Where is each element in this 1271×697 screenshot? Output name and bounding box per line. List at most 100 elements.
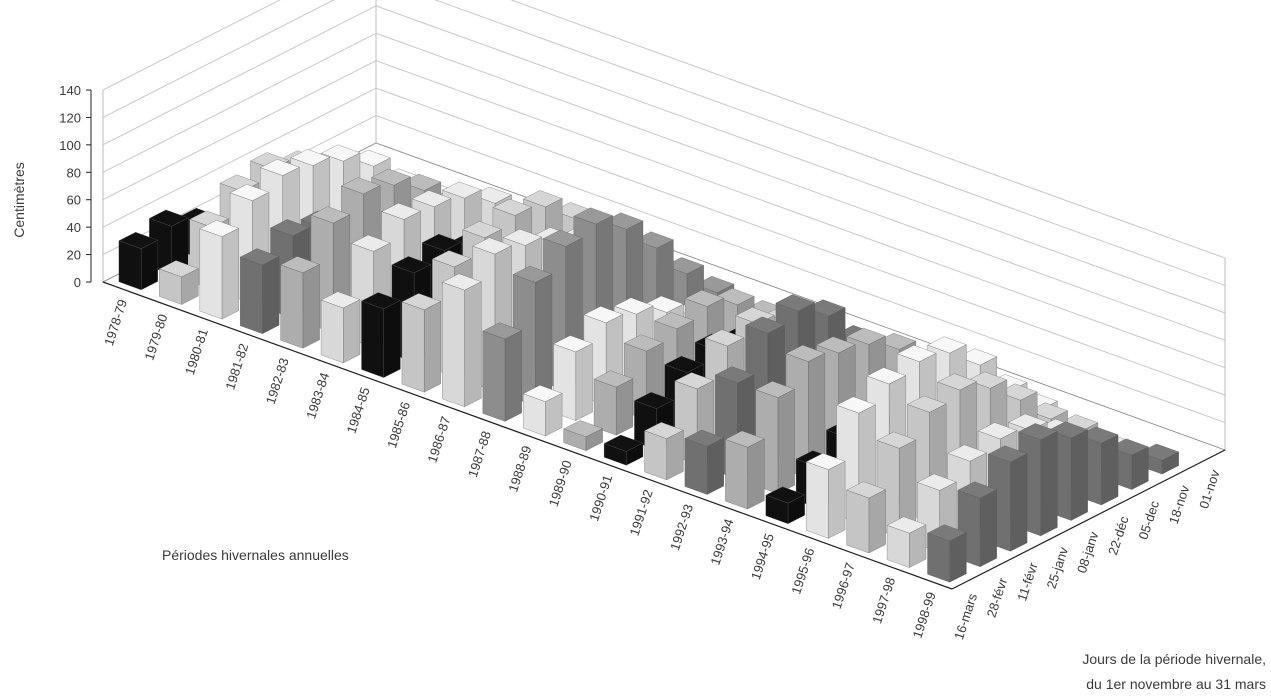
gridline-left-wall bbox=[102, 5, 377, 146]
gridline-back-wall bbox=[375, 87, 1226, 396]
bar-1981-82-16-mars bbox=[239, 248, 280, 334]
bar-front bbox=[442, 281, 465, 408]
period-tick-label: 1994-95 bbox=[748, 531, 777, 581]
bar-front bbox=[603, 443, 627, 466]
bar-1995-96-16-mars bbox=[805, 453, 846, 539]
bar-side bbox=[777, 388, 795, 494]
bar-front bbox=[593, 378, 617, 436]
bar-side bbox=[343, 299, 361, 364]
bar-1992-93-16-mars bbox=[684, 429, 725, 495]
bar-side bbox=[141, 239, 158, 291]
bar-front bbox=[320, 299, 344, 364]
bar-1978-79-16-mars bbox=[118, 232, 159, 291]
y-tick-label: 20 bbox=[67, 248, 81, 263]
bar-side bbox=[575, 343, 593, 421]
period-tick-label: 1983-84 bbox=[303, 371, 332, 421]
bar-side bbox=[221, 228, 239, 320]
period-axis-line bbox=[102, 281, 953, 590]
bar-1980-81-16-mars bbox=[199, 220, 240, 320]
bar-1991-92-16-mars bbox=[644, 422, 684, 481]
bar-side bbox=[262, 256, 280, 334]
back-wall-grid bbox=[102, 0, 1226, 451]
period-tick-label: 1987-88 bbox=[465, 429, 494, 479]
day-tick-label: 18-nov bbox=[1166, 483, 1193, 526]
bar-1987-88-16-mars bbox=[482, 322, 523, 422]
bar-1994-95-16-mars bbox=[765, 486, 806, 525]
bar-side bbox=[1101, 434, 1119, 506]
bar-1996-97-16-mars bbox=[846, 481, 886, 554]
bar-front bbox=[846, 489, 870, 554]
bar-1989-90-16-mars bbox=[563, 420, 603, 451]
y-tick-label: 100 bbox=[59, 138, 81, 153]
y-tick-label: 0 bbox=[74, 275, 81, 290]
period-tick-label: 1997-98 bbox=[869, 575, 898, 625]
bar-front bbox=[118, 240, 142, 291]
bar-front bbox=[361, 300, 384, 378]
gridline-left-wall bbox=[102, 0, 335, 118]
gridline-back-wall bbox=[434, 0, 1226, 286]
y-tick-label: 60 bbox=[67, 193, 81, 208]
bar-front bbox=[725, 439, 748, 510]
bar-1982-83-16-mars bbox=[280, 256, 320, 349]
bar-side bbox=[616, 378, 634, 436]
period-tick-label: 1988-89 bbox=[505, 444, 534, 494]
y-axis-title: Centimètres bbox=[11, 162, 27, 237]
bar-front bbox=[644, 430, 667, 481]
day-tick-label: 11-févr bbox=[1014, 560, 1041, 603]
gridline-left-wall bbox=[102, 60, 377, 201]
gridline-back-wall bbox=[375, 60, 1226, 369]
period-tick-label: 1992-93 bbox=[667, 502, 696, 552]
period-tick-label: 1982-83 bbox=[263, 356, 292, 406]
bar-1997-98-16-mars bbox=[886, 516, 927, 568]
bar-side bbox=[302, 264, 320, 349]
day-tick-label: 05-dec bbox=[1136, 498, 1163, 541]
bar-front bbox=[240, 256, 263, 334]
z-axis-title-line1: Jours de la période hivernale, bbox=[1082, 651, 1266, 667]
period-tick-label: 1981-82 bbox=[222, 341, 251, 391]
period-tick-label: 1989-90 bbox=[546, 458, 575, 508]
bar-1990-91-16-mars bbox=[603, 434, 644, 466]
bar-side bbox=[828, 461, 846, 539]
period-tick-label: 1995-96 bbox=[788, 546, 817, 596]
y-tick-label: 120 bbox=[59, 110, 81, 125]
bar-1989-90-28-févr bbox=[593, 370, 634, 436]
bar-1979-80-16-mars bbox=[158, 260, 199, 305]
day-axis-line bbox=[951, 449, 1226, 590]
period-tick-label: 1985-86 bbox=[384, 400, 413, 450]
z-axis-title-line2: du 1er novembre au 31 mars bbox=[1086, 676, 1266, 692]
gridline-back-wall bbox=[375, 5, 1226, 314]
bar-side bbox=[979, 489, 997, 568]
gridline-left-wall bbox=[102, 32, 377, 173]
period-tick-label: 1979-80 bbox=[141, 312, 170, 362]
bar-side bbox=[1070, 429, 1088, 521]
bar-front bbox=[563, 428, 587, 451]
period-tick-label: 1984-85 bbox=[344, 385, 373, 435]
bar-1986-87-16-mars bbox=[441, 273, 482, 408]
bar-front bbox=[523, 393, 546, 437]
gridline-back-wall bbox=[375, 115, 1226, 424]
bar-side bbox=[707, 437, 724, 495]
period-tick-label: 1980-81 bbox=[182, 327, 211, 377]
bar-front bbox=[401, 301, 425, 393]
y-tick-label: 40 bbox=[67, 220, 81, 235]
period-tick-label: 1986-87 bbox=[424, 415, 453, 465]
bar-side bbox=[949, 532, 967, 583]
bar-front bbox=[684, 438, 708, 495]
bar-side bbox=[464, 281, 482, 408]
gridline-left-wall bbox=[102, 87, 377, 228]
bar-side bbox=[868, 489, 886, 554]
period-tick-label: 1991-92 bbox=[627, 488, 656, 538]
bar-side bbox=[1010, 453, 1028, 552]
bar-front bbox=[886, 525, 910, 568]
bar-1998-99-16-mars bbox=[927, 524, 967, 583]
period-tick-label: 1996-97 bbox=[829, 561, 858, 611]
bar-side bbox=[747, 438, 765, 510]
bar-1984-85-16-mars bbox=[361, 292, 401, 378]
day-tick-label: 01-nov bbox=[1196, 468, 1223, 511]
x-axis-title: Périodes hivernales annuelles bbox=[162, 547, 349, 563]
day-tick-label: 16-mars bbox=[951, 591, 980, 641]
gridline-left-wall bbox=[102, 0, 281, 91]
gridline-back-wall bbox=[510, 0, 1226, 259]
bar-series-group bbox=[118, 144, 1180, 583]
